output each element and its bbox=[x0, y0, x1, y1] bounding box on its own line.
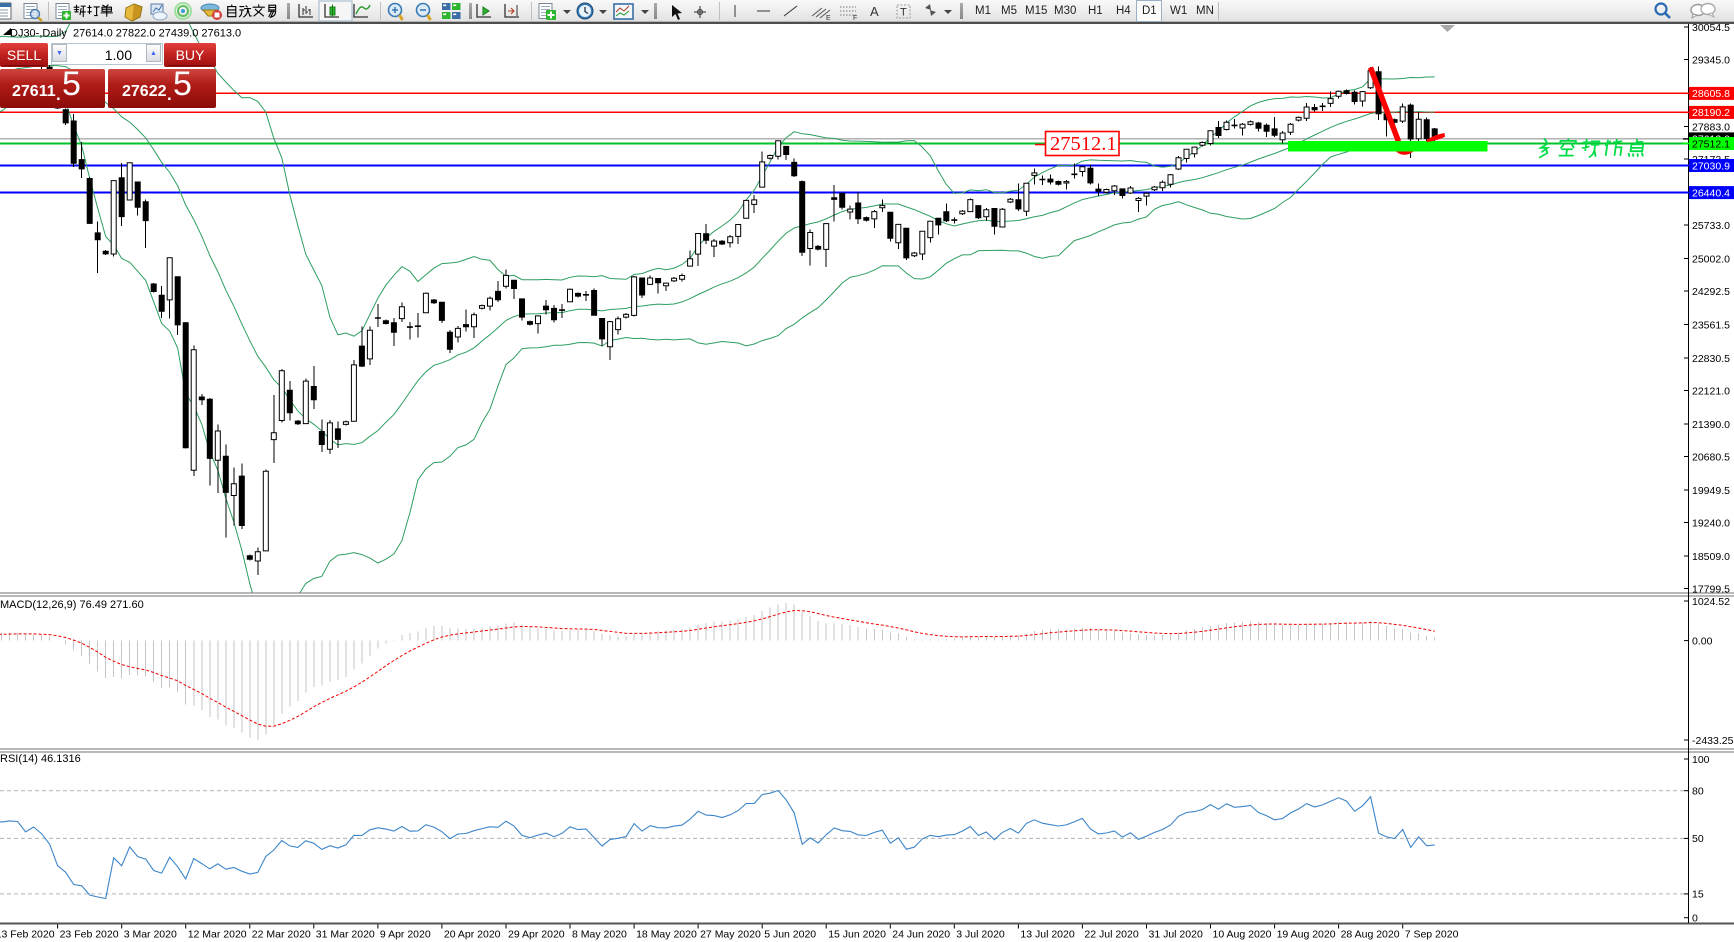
svg-text:28 Aug 2020: 28 Aug 2020 bbox=[1341, 929, 1400, 941]
svg-text:20 Apr 2020: 20 Apr 2020 bbox=[444, 929, 501, 941]
svg-text:7 Sep 2020: 7 Sep 2020 bbox=[1405, 929, 1459, 941]
svg-text:-2433.25: -2433.25 bbox=[1692, 735, 1734, 747]
svg-text:19 Aug 2020: 19 Aug 2020 bbox=[1277, 929, 1336, 941]
svg-text:27883.0: 27883.0 bbox=[1692, 121, 1730, 133]
svg-text:29345.0: 29345.0 bbox=[1692, 54, 1730, 66]
svg-text:27512.1: 27512.1 bbox=[1050, 133, 1117, 155]
svg-text:0.00: 0.00 bbox=[1692, 635, 1713, 647]
svg-text:1024.52: 1024.52 bbox=[1692, 596, 1730, 608]
svg-text:RSI(14) 46.1316: RSI(14) 46.1316 bbox=[0, 753, 81, 765]
svg-text:22 Jul 2020: 22 Jul 2020 bbox=[1084, 929, 1138, 941]
svg-text:100: 100 bbox=[1692, 754, 1710, 766]
svg-text:24292.5: 24292.5 bbox=[1692, 286, 1730, 298]
svg-text:E: E bbox=[826, 15, 831, 22]
svg-text:24 Jun 2020: 24 Jun 2020 bbox=[892, 929, 950, 941]
svg-text:19949.5: 19949.5 bbox=[1692, 485, 1730, 497]
svg-text:22121.0: 22121.0 bbox=[1692, 385, 1730, 397]
svg-text:25733.0: 25733.0 bbox=[1692, 220, 1730, 232]
svg-text:19240.0: 19240.0 bbox=[1692, 517, 1730, 529]
svg-text:23561.5: 23561.5 bbox=[1692, 319, 1730, 331]
svg-text:10 Aug 2020: 10 Aug 2020 bbox=[1213, 929, 1272, 941]
svg-text:28605.8: 28605.8 bbox=[1692, 88, 1730, 100]
svg-text:17799.5: 17799.5 bbox=[1692, 583, 1730, 595]
svg-text:0: 0 bbox=[1692, 913, 1698, 925]
svg-text:23 Feb 2020: 23 Feb 2020 bbox=[60, 929, 119, 941]
svg-text:18509.0: 18509.0 bbox=[1692, 551, 1730, 563]
svg-text:29 Apr 2020: 29 Apr 2020 bbox=[508, 929, 565, 941]
svg-text:8 May 2020: 8 May 2020 bbox=[572, 929, 627, 941]
svg-text:F: F bbox=[853, 15, 857, 22]
svg-text:3 Jul 2020: 3 Jul 2020 bbox=[956, 929, 1005, 941]
svg-text:30054.5: 30054.5 bbox=[1692, 22, 1730, 34]
svg-text:9 Apr 2020: 9 Apr 2020 bbox=[380, 929, 431, 941]
svg-text:26440.4: 26440.4 bbox=[1692, 187, 1730, 199]
svg-text:15: 15 bbox=[1692, 889, 1704, 901]
svg-text:21390.0: 21390.0 bbox=[1692, 419, 1730, 431]
svg-text:31 Jul 2020: 31 Jul 2020 bbox=[1149, 929, 1203, 941]
svg-text:T: T bbox=[900, 7, 907, 19]
svg-text:3 Mar 2020: 3 Mar 2020 bbox=[124, 929, 177, 941]
svg-text:28190.2: 28190.2 bbox=[1692, 107, 1730, 119]
svg-text:20680.5: 20680.5 bbox=[1692, 451, 1730, 463]
svg-text:12 Mar 2020: 12 Mar 2020 bbox=[188, 929, 247, 941]
svg-text:27512.1: 27512.1 bbox=[1692, 138, 1730, 150]
svg-text:18 May 2020: 18 May 2020 bbox=[636, 929, 697, 941]
svg-text:13 Feb 2020: 13 Feb 2020 bbox=[0, 929, 55, 941]
svg-text:5 Jun 2020: 5 Jun 2020 bbox=[764, 929, 816, 941]
svg-text:22 Mar 2020: 22 Mar 2020 bbox=[252, 929, 311, 941]
svg-text:31 Mar 2020: 31 Mar 2020 bbox=[316, 929, 375, 941]
svg-text:50: 50 bbox=[1692, 833, 1704, 845]
svg-text:A: A bbox=[870, 4, 879, 19]
svg-text:MACD(12,26,9) 76.49 271.60: MACD(12,26,9) 76.49 271.60 bbox=[0, 599, 144, 611]
svg-text:27030.9: 27030.9 bbox=[1692, 160, 1730, 172]
svg-text:DJ30-,Daily 27614.0 27822.0 2: DJ30-,Daily 27614.0 27822.0 27439.0 2761… bbox=[10, 28, 241, 40]
svg-text:80: 80 bbox=[1692, 786, 1704, 798]
svg-text:27 May 2020: 27 May 2020 bbox=[700, 929, 761, 941]
svg-text:22830.5: 22830.5 bbox=[1692, 353, 1730, 365]
svg-text:15 Jun 2020: 15 Jun 2020 bbox=[828, 929, 886, 941]
svg-text:25002.0: 25002.0 bbox=[1692, 253, 1730, 265]
svg-text:13 Jul 2020: 13 Jul 2020 bbox=[1020, 929, 1074, 941]
